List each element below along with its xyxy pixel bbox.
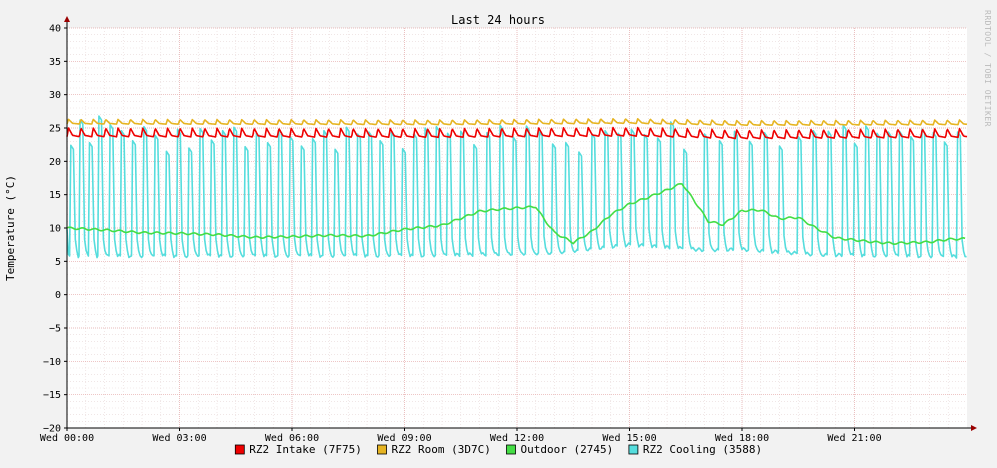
x-tick-label: Wed 09:00 <box>377 433 431 444</box>
series-line-rz2-cooling-3588 <box>66 115 967 259</box>
y-tick-label: −5 <box>49 324 61 335</box>
x-tick-label: Wed 03:00 <box>152 433 206 444</box>
legend-label: Outdoor (2745) <box>521 443 614 456</box>
legend-label: RZ2 Room (3D7C) <box>392 443 491 456</box>
x-tick-label: Wed 12:00 <box>490 433 544 444</box>
y-axis-arrow <box>64 16 70 22</box>
y-axis-label: Temperature (°C) <box>4 175 17 281</box>
legend-item: Outdoor (2745) <box>506 443 614 456</box>
y-tick-labels: 40 35 30 25 20 15 10 5 0 −5 −10 −15 −20 <box>43 24 61 435</box>
legend-label: RZ2 Cooling (3588) <box>643 443 762 456</box>
x-tick-label: Wed 18:00 <box>715 433 769 444</box>
y-tick-label: 10 <box>49 224 61 235</box>
y-tick-label: 15 <box>49 190 61 201</box>
y-tick-label: 20 <box>49 157 61 168</box>
x-tick-labels: Wed 00:00 Wed 03:00 Wed 06:00 Wed 09:00 Wed … <box>40 433 882 444</box>
y-tick-label: 25 <box>49 124 61 135</box>
y-tick-label: 40 <box>49 24 61 35</box>
legend-label: RZ2 Intake (7F75) <box>249 443 362 456</box>
y-tick-label: −10 <box>43 357 61 368</box>
legend-item: RZ2 Cooling (3588) <box>628 443 762 456</box>
series-line-rz2-room-3d7c <box>66 118 968 127</box>
series-layer <box>66 115 968 259</box>
y-tick-label: 5 <box>55 257 61 268</box>
rrdtool-watermark: RRDTOOL / TOBI OETIKER <box>983 10 992 127</box>
x-axis-arrow <box>971 425 977 431</box>
x-tick-label: Wed 15:00 <box>602 433 656 444</box>
legend-swatch <box>506 444 516 455</box>
y-tick-label: 35 <box>49 57 61 68</box>
legend-swatch <box>377 444 387 455</box>
y-tick-label: 30 <box>49 90 61 101</box>
y-tick-label: 0 <box>55 290 61 301</box>
x-tick-label: Wed 06:00 <box>265 433 319 444</box>
legend-swatch <box>234 444 245 455</box>
legend: RZ2 Intake (7F75) RZ2 Room (3D7C) Outdoor … <box>234 443 762 456</box>
series-line-rz2-intake-7f75 <box>66 126 968 140</box>
x-tick-label: Wed 00:00 <box>40 433 94 444</box>
y-tick-label: −15 <box>43 390 61 401</box>
legend-item: RZ2 Intake (7F75) <box>234 443 362 456</box>
legend-item: RZ2 Room (3D7C) <box>377 443 491 456</box>
chart-title: Last 24 hours <box>451 13 545 27</box>
y-tick-label: −20 <box>43 424 61 435</box>
x-tick-label: Wed 21:00 <box>827 433 881 444</box>
series-line-outdoor-2745 <box>66 183 966 245</box>
axes <box>64 16 977 431</box>
legend-swatch <box>628 444 639 455</box>
